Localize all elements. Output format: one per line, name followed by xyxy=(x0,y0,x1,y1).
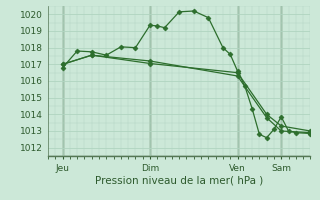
X-axis label: Pression niveau de la mer( hPa ): Pression niveau de la mer( hPa ) xyxy=(95,175,263,185)
